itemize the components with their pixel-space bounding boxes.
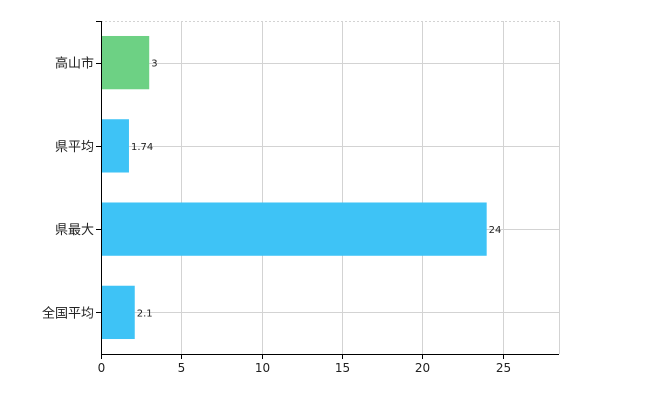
x-tick-label: 25 [496, 361, 511, 375]
x-tick-label: 5 [178, 361, 186, 375]
bar [101, 285, 135, 340]
category-label: 全国平均 [42, 305, 94, 321]
data-label: 3 [151, 59, 157, 70]
x-tick-label: 0 [98, 361, 106, 375]
bar [101, 119, 129, 173]
data-label: 1.74 [131, 142, 153, 153]
category-label: 高山市 [55, 56, 94, 72]
axes [96, 21, 559, 359]
bar [101, 202, 487, 256]
data-label: 2.1 [137, 308, 153, 319]
x-tick-label: 10 [255, 361, 270, 375]
bar [101, 35, 150, 90]
data-label: 24 [489, 225, 502, 236]
x-tick-label: 15 [335, 361, 350, 375]
bars [101, 35, 487, 340]
x-tick-label: 20 [415, 361, 430, 375]
gridlines [101, 21, 560, 354]
category-label: 県最大 [55, 223, 94, 238]
category-label: 県平均 [55, 140, 94, 155]
